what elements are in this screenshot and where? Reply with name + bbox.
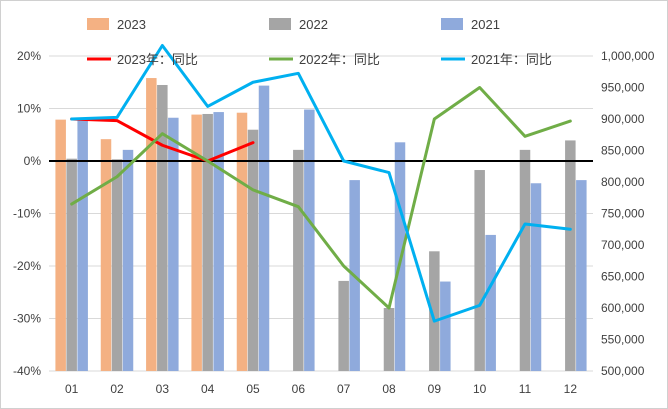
bar-2023-02: [100, 139, 112, 371]
bar-2021-01: [77, 120, 88, 371]
legend-label-2022: 2022: [299, 17, 328, 32]
x-tick-03: 03: [156, 382, 170, 396]
y-right-tick-1: 950,000: [601, 81, 645, 95]
x-tick-09: 09: [428, 382, 442, 396]
y-right-tick-0: 1,000,000: [601, 49, 655, 63]
y-left-tick-4: -20%: [13, 259, 41, 273]
legend-line-label-0: 2023年：同比: [117, 52, 198, 67]
x-tick-07: 07: [337, 382, 351, 396]
x-tick-10: 10: [473, 382, 487, 396]
bar-2022-12: [565, 140, 576, 371]
y-right-tick-9: 550,000: [601, 333, 645, 347]
legend-swatch-2022: [269, 18, 291, 30]
bar-2021-12: [576, 180, 587, 371]
x-tick-01: 01: [65, 382, 79, 396]
bar-2021-03: [168, 117, 179, 372]
y-right-tick-4: 800,000: [601, 175, 645, 189]
y-right-tick-5: 750,000: [601, 207, 645, 221]
y-left-tick-3: -10%: [13, 207, 41, 221]
x-tick-02: 02: [110, 382, 124, 396]
x-tick-05: 05: [246, 382, 260, 396]
legend-swatch-2023: [87, 18, 109, 30]
line-0: [70, 117, 255, 163]
line-series-group: [70, 44, 572, 323]
y-left-tick-5: -30%: [13, 312, 41, 326]
x-tick-06: 06: [292, 382, 306, 396]
y-left-tick-6: -40%: [13, 364, 41, 378]
bar-2022-07: [338, 280, 349, 371]
axis-labels: 20% 10% 0% -10% -20% -30% -40% 1,000,000 950,000…: [13, 49, 655, 396]
bar-2022-05: [247, 129, 259, 371]
bar-2022-03: [157, 84, 168, 371]
line-1: [70, 86, 572, 310]
bar-2022-09: [429, 251, 440, 371]
legend-swatch-2021: [441, 18, 463, 30]
bar-2022-08: [383, 308, 395, 371]
y-left-tick-2: 0%: [24, 154, 42, 168]
x-tick-11: 11: [519, 382, 532, 396]
gridlines: [49, 55, 593, 372]
x-tick-12: 12: [564, 382, 578, 396]
bar-2022-02: [111, 159, 123, 371]
bar-2022-11: [519, 149, 531, 371]
bar-series-group: [55, 78, 587, 372]
bar-2021-06: [304, 109, 315, 372]
bar-2022-01: [66, 158, 77, 371]
bar-2022-06: [293, 149, 304, 371]
y-right-tick-10: 500,000: [601, 364, 645, 378]
y-right-tick-3: 850,000: [601, 144, 645, 158]
bar-2023-03: [146, 78, 157, 372]
y-right-tick-6: 700,000: [601, 238, 645, 252]
bar-2022-04: [202, 113, 213, 372]
bar-2023-01: [55, 119, 66, 371]
bar-2021-10: [485, 234, 496, 371]
y-right-tick-7: 650,000: [601, 270, 645, 284]
legend-line-label-2: 2021年：同比: [471, 52, 552, 67]
bar-2022-10: [474, 170, 485, 371]
line-2: [70, 44, 572, 323]
bar-2021-09: [440, 281, 451, 371]
y-left-tick-1: 10%: [17, 102, 41, 116]
x-tick-08: 08: [382, 382, 396, 396]
bar-2021-05: [258, 85, 270, 372]
bar-2023-05: [236, 112, 248, 371]
bar-2021-11: [530, 183, 542, 371]
x-tick-04: 04: [201, 382, 215, 396]
y-right-tick-2: 900,000: [601, 112, 645, 126]
y-right-tick-8: 600,000: [601, 301, 645, 315]
legend-line-label-1: 2022年：同比: [299, 52, 380, 67]
legend: 2023 2022 2021 2023年：同比 2022年：同比 2021年：同比: [87, 17, 552, 67]
y-left-tick-0: 20%: [17, 49, 41, 63]
bar-2021-04: [213, 112, 224, 371]
legend-label-2023: 2023: [117, 17, 146, 32]
bar-2023-04: [191, 114, 202, 371]
bar-2021-02: [122, 149, 134, 371]
legend-label-2021: 2021: [471, 17, 500, 32]
